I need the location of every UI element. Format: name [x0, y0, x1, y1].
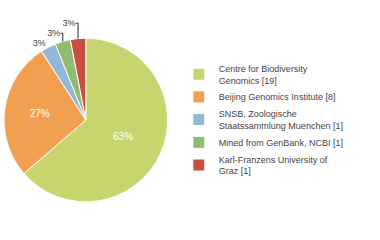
svg-text:3%: 3%	[47, 28, 60, 38]
svg-text:Centre for BiodiversityGenomic: Centre for BiodiversityGenomics [19]	[219, 64, 308, 86]
svg-text:3%: 3%	[33, 38, 46, 48]
svg-text:SNSB, ZoologischeStaatssammlun: SNSB, ZoologischeStaatssammlung Muenchen…	[219, 109, 343, 131]
svg-text:27%: 27%	[30, 108, 50, 119]
svg-text:Karl-Franzens University ofGra: Karl-Franzens University ofGraz [1]	[219, 155, 328, 177]
svg-text:Beijing Genomics Institute [8]: Beijing Genomics Institute [8]	[219, 92, 336, 102]
svg-text:Mined from GenBank, NCBI [1]: Mined from GenBank, NCBI [1]	[219, 138, 343, 148]
svg-text:63%: 63%	[113, 131, 133, 142]
svg-text:3%: 3%	[63, 18, 76, 28]
